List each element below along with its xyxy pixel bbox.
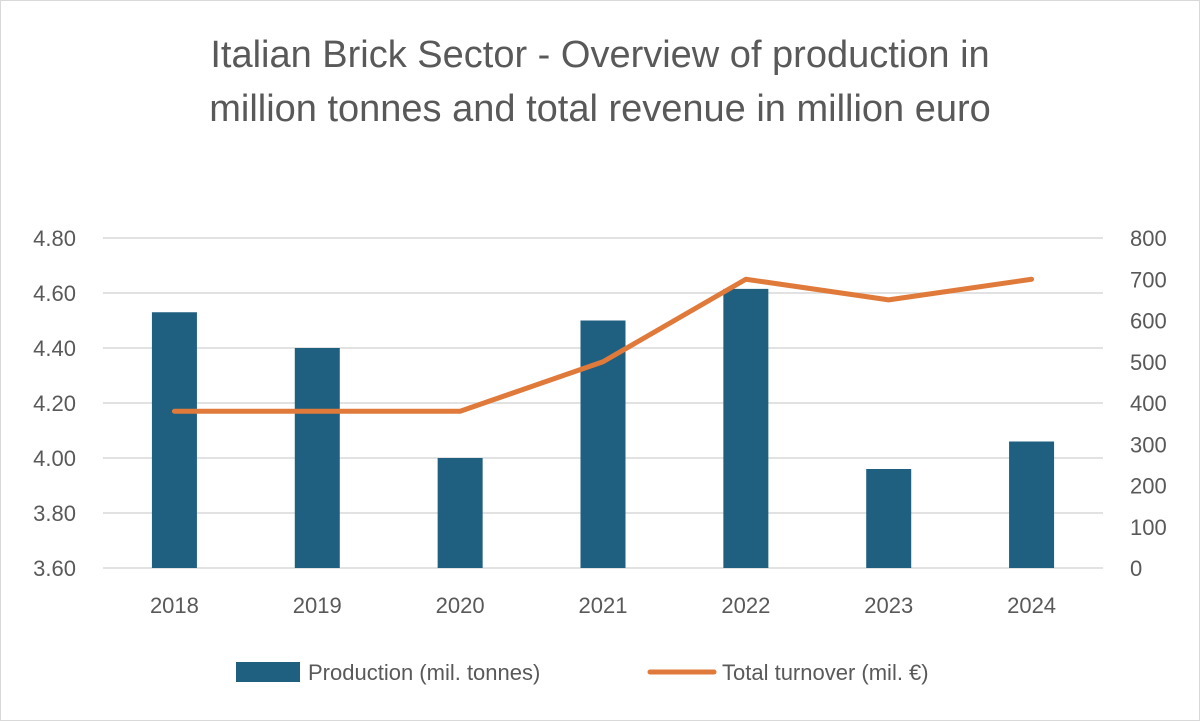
y-right-tick-label: 500 [1130, 350, 1167, 375]
legend-label-production: Production (mil. tonnes) [308, 660, 540, 685]
chart-title-line-2: million tonnes and total revenue in mill… [209, 88, 991, 130]
x-tick-label: 2018 [150, 593, 199, 618]
bar-production [723, 288, 769, 568]
x-tick-label: 2024 [1007, 593, 1056, 618]
bar-production [866, 469, 912, 568]
bar-production [1009, 441, 1055, 568]
chart-title-line-1: Italian Brick Sector - Overview of produ… [210, 34, 990, 76]
y-right-tick-label: 0 [1130, 556, 1142, 581]
y-right-tick-label: 300 [1130, 432, 1167, 457]
y-right-tick-label: 800 [1130, 226, 1167, 251]
y-left-tick-label: 4.40 [33, 336, 76, 361]
bar-production [294, 348, 340, 568]
y-right-tick-label: 700 [1130, 267, 1167, 292]
bar-production [437, 458, 483, 568]
y-left-tick-label: 4.00 [33, 446, 76, 471]
legend-label-turnover: Total turnover (mil. €) [722, 660, 929, 685]
x-tick-label: 2022 [721, 593, 770, 618]
y-right-tick-label: 400 [1130, 391, 1167, 416]
y-left-tick-label: 4.60 [33, 281, 76, 306]
y-right-tick-label: 100 [1130, 515, 1167, 540]
x-tick-label: 2021 [579, 593, 628, 618]
y-left-tick-label: 4.80 [33, 226, 76, 251]
x-tick-label: 2020 [436, 593, 485, 618]
y-right-tick-label: 600 [1130, 309, 1167, 334]
legend-swatch-production [236, 662, 300, 682]
bar-production [151, 312, 197, 568]
x-tick-label: 2023 [864, 593, 913, 618]
x-tick-label: 2019 [293, 593, 342, 618]
y-left-tick-label: 4.20 [33, 391, 76, 416]
y-left-tick-label: 3.60 [33, 556, 76, 581]
y-left-tick-label: 3.80 [33, 501, 76, 526]
y-right-tick-label: 200 [1130, 474, 1167, 499]
chart-title: Italian Brick Sector - Overview of produ… [100, 28, 1100, 136]
bar-production [580, 320, 626, 568]
